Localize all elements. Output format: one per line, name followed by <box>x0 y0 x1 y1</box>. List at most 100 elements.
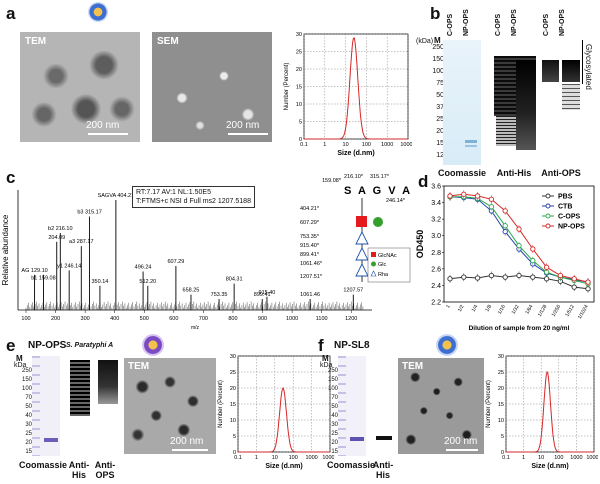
y-tick-label: 0 <box>501 450 504 456</box>
y-tick-label: 10 <box>296 102 302 108</box>
marker-value: 30 <box>331 422 338 428</box>
x-tick-label: 1000 <box>305 455 317 461</box>
ms-info-box: RT:7.17 AV:1 NL:1.50E5 T:FTMS+c NSI d Fu… <box>132 186 255 208</box>
sem-label: SEM <box>157 36 179 47</box>
marker-value: 250 <box>327 368 338 374</box>
tem-label: TEM <box>25 36 47 47</box>
data-point <box>447 193 453 199</box>
peak-label: a3 287.17 <box>69 239 93 245</box>
marker-value: 20 <box>436 128 444 135</box>
peak-label: 658.25 <box>183 288 200 294</box>
x-tick-label: 200 <box>51 316 60 322</box>
y-tick-label: 0 <box>299 137 302 143</box>
marker-value: 70 <box>331 395 338 401</box>
x-tick-label: 300 <box>81 316 90 322</box>
caption-coomassie-f: Coomassie <box>326 460 376 470</box>
y-tick-label: 5 <box>299 120 302 126</box>
x-tick-label: 10000 <box>586 455 598 461</box>
x-tick-label: 1 <box>522 455 525 461</box>
marker-value: 50 <box>25 404 32 410</box>
x-tick-label: 1000 <box>570 455 582 461</box>
marker-value: 50 <box>331 404 338 410</box>
marker-label-b: M <box>434 36 441 45</box>
legend-label: CTB <box>558 204 572 211</box>
peak-label: b2 216.10 <box>48 226 72 232</box>
peak-label: 496.24 <box>135 265 152 271</box>
np-ops-subtitle: S. Paratyphi A <box>66 342 114 349</box>
anti-ops-blot-e <box>94 356 120 456</box>
marker-value: 250 <box>21 368 32 374</box>
x-tick-label: 1/64 <box>524 304 534 316</box>
y-tick-label: 2.2 <box>431 300 441 307</box>
x-tick-label: 1/1024 <box>577 304 590 320</box>
marker-value: 100 <box>327 386 338 392</box>
x-tick-label: 700 <box>199 316 208 322</box>
x-tick-label: 0.1 <box>234 455 242 461</box>
legend-rha: Rha <box>378 272 389 278</box>
legend-rha-swatch <box>370 270 377 277</box>
x-axis-label: Size (d.nm) <box>337 150 374 157</box>
rha-triangle <box>355 262 369 277</box>
tem-scale-text-f: 200 nm <box>444 436 478 447</box>
elisa-chart: 2.2 2.4 2.6 2.8 3.0 3.2 3.4 3.6 OD450 1 1/2 1/4 1/8 1… <box>415 184 595 332</box>
peak-label: b1 159.08 <box>31 276 55 282</box>
anti-his-blot-f <box>372 356 396 456</box>
marker-value: 150 <box>327 377 338 383</box>
fragment-label: 915.40* <box>300 243 320 249</box>
x-tick-label: 1/32 <box>511 304 521 316</box>
anti-his-blot-e <box>64 356 92 456</box>
legend-glc: Glc <box>378 262 387 268</box>
peak-label: 1061.46 <box>300 292 320 298</box>
fragment-label: 753.35* <box>300 234 320 240</box>
data-point <box>571 284 577 290</box>
size-distribution-line <box>304 37 408 140</box>
peak-label: 804.31 <box>226 277 243 283</box>
lane-headers-b: C-OPS NP-OPS C-OPS NP-OPS C-OPS NP-OPS <box>443 2 583 38</box>
panel-label-b: b <box>430 4 441 23</box>
legend-glcnac: GlcNAc <box>378 253 397 259</box>
tem-image-f: TEM 200 nm <box>398 358 484 454</box>
y-axis-label: Relative abundance <box>1 214 10 285</box>
marker-value: 250 <box>432 44 444 51</box>
y-axis-label: Number (Percent) <box>486 380 492 428</box>
x-tick-label: 500 <box>140 316 149 322</box>
caption-anti-his-e: Anti-His <box>68 460 90 480</box>
data-point <box>502 223 508 229</box>
x-tick-label: 1/16 <box>497 304 507 316</box>
size-distribution-chart-f: 0 5 10 15 20 25 30 0.1 1 10 100 1000 10000 Size (d.nm… <box>486 354 598 470</box>
panel-label-d: d <box>418 172 429 191</box>
data-point <box>530 257 536 264</box>
lane-label: C-OPS <box>447 13 454 36</box>
caption-anti-his-b: Anti-His <box>496 168 532 178</box>
marker-ladder-b: 250 150 100 75 50 37 25 20 15 12 <box>414 44 444 164</box>
data-point <box>488 272 495 279</box>
glc-circle <box>373 217 383 227</box>
data-point <box>543 276 550 282</box>
x-tick-label: 1100 <box>316 316 328 322</box>
y-tick-label: 20 <box>230 386 236 392</box>
x-tick-label: 10000 <box>322 455 334 461</box>
y-tick-label: 3.0 <box>431 233 441 240</box>
marker-label-f: M <box>322 354 329 363</box>
y-tick-label: 25 <box>498 370 504 376</box>
y-axis-label: Number (Percent) <box>284 63 290 111</box>
anti-ops-blot-b <box>540 40 582 165</box>
caption-anti-ops-b: Anti-OPS <box>541 168 581 178</box>
y-tick-label: 3.2 <box>431 217 441 224</box>
y-tick-label: 3.4 <box>431 200 441 207</box>
sem-image-a: SEM 200 nm <box>152 32 272 142</box>
legend-label: NP-OPS <box>558 224 585 231</box>
marker-value: 75 <box>436 80 444 87</box>
lane-label: NP-OPS <box>511 9 518 36</box>
x-tick-label: 1 <box>255 455 258 461</box>
marker-value: 150 <box>432 56 444 63</box>
legend-label: PBS <box>558 194 573 201</box>
glycosylated-bracket <box>582 40 584 84</box>
fragment-label: 1061.46* <box>300 261 323 267</box>
np-sl8-title: NP-SL8 <box>334 340 370 351</box>
lane-label: C-OPS <box>543 13 550 36</box>
x-tick-label: 800 <box>228 316 237 322</box>
np-ops-title: NP-OPS <box>28 340 67 351</box>
fragment-label: 315.17* <box>370 174 390 180</box>
